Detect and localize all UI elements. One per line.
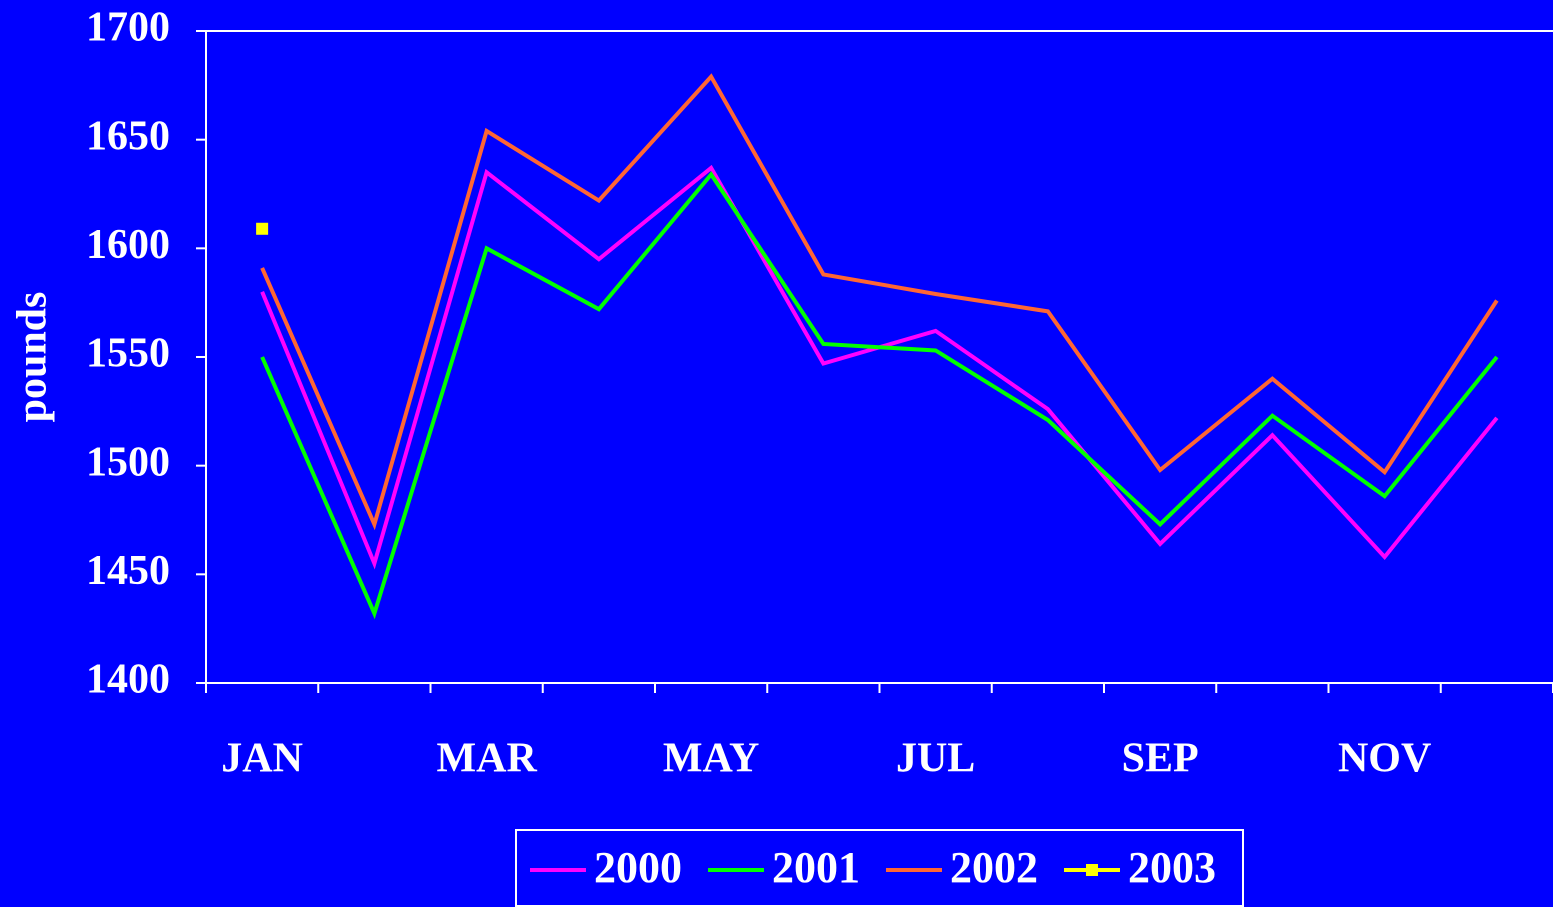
point-marker (256, 222, 269, 235)
y-tick-label: 1550 (86, 331, 170, 377)
series-line (260, 73, 1499, 531)
y-tick-label: 1500 (86, 439, 170, 485)
y-tick-label: 1650 (86, 113, 170, 159)
y-tick-label: 1400 (86, 657, 170, 703)
y-axis-label: pounds (10, 292, 56, 423)
y-tick-label: 1700 (86, 5, 170, 51)
x-tick-label: MAY (663, 736, 759, 782)
x-tick-label: JAN (221, 736, 303, 782)
legend-box (515, 829, 1244, 907)
x-tick-label: JUL (896, 736, 975, 782)
legend-label: 2003 (1128, 843, 1216, 892)
x-tick-label: SEP (1122, 736, 1199, 782)
series-line (260, 171, 1499, 620)
x-tick-label: MAR (436, 736, 537, 782)
x-tick-label: NOV (1338, 736, 1431, 782)
legend-marker (1086, 864, 1098, 876)
y-tick-label: 1450 (86, 548, 170, 594)
legend-label: 2000 (594, 843, 682, 892)
legend-label: 2002 (950, 843, 1038, 892)
legend: 2000 2001 2002 2003 (515, 829, 1244, 907)
y-tick-label: 1600 (86, 222, 170, 268)
legend-label: 2001 (772, 843, 860, 892)
